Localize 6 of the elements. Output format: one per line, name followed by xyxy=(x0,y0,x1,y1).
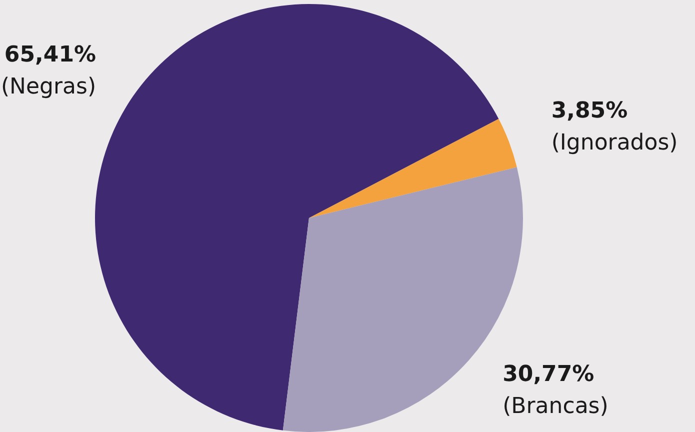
slice-label: (Negras) xyxy=(0,74,96,100)
data-label: 30,77% xyxy=(502,362,594,387)
slice-label: (Brancas) xyxy=(502,394,608,419)
data-label: 65,41% xyxy=(4,42,96,68)
slice-label: (Ignorados) xyxy=(551,130,678,156)
data-label: 3,85% xyxy=(551,98,628,124)
